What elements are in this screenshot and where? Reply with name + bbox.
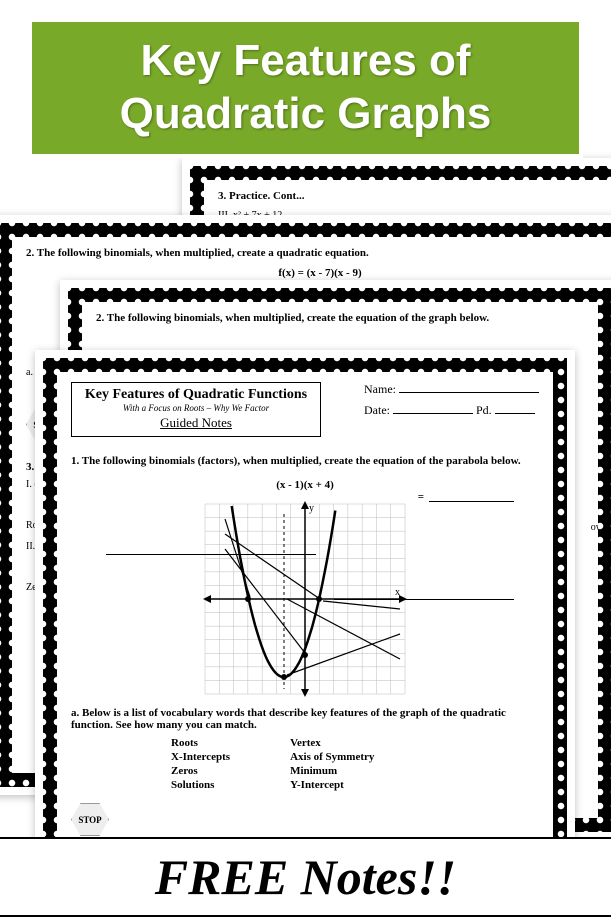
y-axis-label: y bbox=[309, 503, 314, 514]
page3-heading: 2. The following binomials, when multipl… bbox=[96, 312, 584, 324]
date-field: Date: Pd. bbox=[364, 403, 539, 418]
page2-equation: f(x) = (x - 7)(x - 9) bbox=[26, 267, 611, 279]
vocab-term: Solutions bbox=[171, 779, 230, 791]
title-text: Key Features of Quadratic Graphs bbox=[32, 35, 579, 141]
worksheet-subtitle: With a Focus on Roots – Why We Factor bbox=[80, 403, 312, 413]
header-row: Key Features of Quadratic Functions With… bbox=[71, 382, 539, 437]
page3-ow: ow bbox=[591, 522, 598, 533]
title-banner: Key Features of Quadratic Graphs bbox=[28, 18, 583, 158]
vocab-term: X-Intercepts bbox=[171, 751, 230, 763]
vocab-term: Roots bbox=[171, 737, 230, 749]
free-notes-banner: FREE Notes!! bbox=[0, 837, 611, 917]
vocab-term: Zeros bbox=[171, 765, 230, 777]
stop-hexagon: STOP bbox=[71, 803, 109, 836]
page2-heading: 2. The following binomials, when multipl… bbox=[26, 247, 611, 259]
equals-sign: = bbox=[418, 491, 424, 503]
vocab-term: Y-Intercept bbox=[290, 779, 374, 791]
title-box: Key Features of Quadratic Functions With… bbox=[71, 382, 321, 437]
x-axis-label: x bbox=[395, 587, 400, 598]
subquestion-a: a. Below is a list of vocabulary words t… bbox=[71, 707, 539, 731]
free-notes-text: FREE Notes!! bbox=[155, 848, 456, 906]
vocab-term: Vertex bbox=[290, 737, 374, 749]
vocab-table: Roots X-Intercepts Zeros Solutions Vertex Ax… bbox=[171, 737, 539, 793]
worksheet-page-guided-notes: Key Features of Quadratic Functions With… bbox=[35, 350, 575, 860]
question-1: 1. The following binomials (factors), wh… bbox=[71, 455, 539, 467]
vocab-column-left: Roots X-Intercepts Zeros Solutions bbox=[171, 737, 230, 793]
left-blank-lines bbox=[106, 554, 316, 574]
right-blank-lines bbox=[334, 599, 514, 627]
vocab-term: Minimum bbox=[290, 765, 374, 777]
graph-container: = x y bbox=[71, 499, 539, 699]
vocab-term: Axis of Symmetry bbox=[290, 751, 374, 763]
guided-notes-label: Guided Notes bbox=[160, 415, 232, 431]
vocab-column-right: Vertex Axis of Symmetry Minimum Y-Intercept bbox=[290, 737, 374, 793]
page1-heading: 3. Practice. Cont... bbox=[218, 190, 611, 202]
worksheet-title: Key Features of Quadratic Functions bbox=[80, 387, 312, 403]
name-date-block: Name: Date: Pd. bbox=[364, 382, 539, 424]
name-field: Name: bbox=[364, 382, 539, 397]
